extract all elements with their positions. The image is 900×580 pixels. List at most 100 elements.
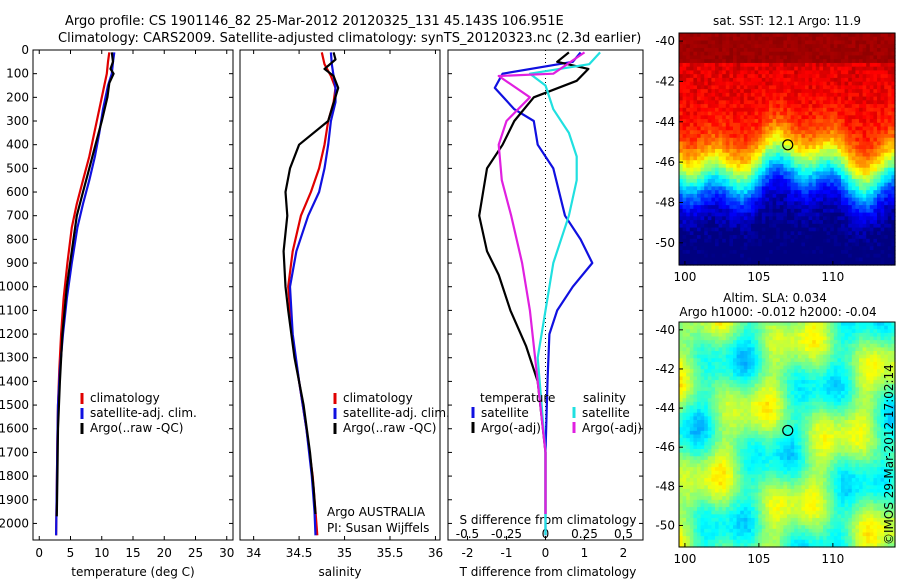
y-tick-label: 1600 [0, 422, 29, 436]
series-line-salinity-argo-adj [497, 51, 586, 514]
y-tick-label: 1800 [0, 469, 29, 483]
map-y-tick-label: -50 [655, 518, 675, 532]
series-line-salinity-satellite [528, 51, 601, 536]
legend-label: satellite [481, 406, 529, 420]
map-x-tick-label: 100 [673, 552, 696, 566]
x-tick-label: 25 [188, 546, 203, 560]
argo-position-marker [782, 424, 794, 437]
map-frame [678, 321, 896, 548]
x-tick-label: 1 [581, 546, 589, 560]
series-line-temperature-satellite [493, 51, 594, 536]
legend-label: Argo(-adj) [582, 421, 642, 435]
x-tick-label: 35 [337, 546, 352, 560]
top-x-tick-label: 0.5 [614, 527, 633, 541]
x-tick-label: 34.5 [286, 546, 313, 560]
salinity-profile-chart: 34 34.5 35 35.5 36 salinity climatologysatelli… [239, 49, 450, 579]
x-tick-label: 15 [125, 546, 140, 560]
map-x-tick-label: 100 [673, 270, 696, 284]
legend-label: climatology [343, 391, 413, 405]
map-y-tick-label: -48 [655, 479, 675, 493]
map-y-tick-label: -42 [655, 362, 675, 376]
legend-label: Argo(..raw -QC) [343, 421, 436, 435]
map-y-tick-label: -46 [655, 155, 675, 169]
legend-label: climatology [90, 391, 160, 405]
y-tick-label: 2000 [0, 516, 29, 530]
top-x-tick-label: 0.25 [571, 527, 598, 541]
map-field [679, 33, 896, 266]
sla-map: 100 105 110 -40 -42 -44 -46 -48 -50 Altim. SLA: 0… [655, 291, 896, 566]
y-tick-label: 1900 [0, 493, 29, 507]
difference-profile-chart: -2 -1 0 1 2-0.5 -0.25 0 0.25 0.5S difference fro… [447, 49, 644, 579]
x-tick-label: 30 [219, 546, 234, 560]
map-field [679, 322, 896, 548]
x-tick-label: 20 [157, 546, 172, 560]
x-axis-label: salinity [318, 565, 361, 579]
legend-label: Argo(..raw -QC) [90, 421, 183, 435]
y-tick-label: 1300 [0, 351, 29, 365]
x-axis-label: T difference from climatology [459, 565, 637, 579]
y-tick-label: 1700 [0, 445, 29, 459]
y-tick-label: 800 [6, 232, 29, 246]
legend-title-temperature: temperature [480, 391, 555, 405]
map-y-tick-label: -46 [655, 440, 675, 454]
legend-label: satellite-adj. clim. [343, 406, 450, 420]
series-line-temperature-argo-adj [478, 51, 590, 514]
x-tick-label: 10 [94, 546, 109, 560]
x-axis-label: temperature (deg C) [71, 565, 194, 579]
map-title-line-2: Argo h1000: -0.012 h2000: -0.04 [679, 305, 876, 319]
header-line-1: Argo profile: CS 1901146_82 25-Mar-2012 … [65, 14, 564, 29]
annotation-pi: PI: Susan Wijffels [327, 521, 429, 535]
plot-frame [239, 49, 441, 541]
x-tick-label: 5 [67, 546, 75, 560]
legend-label: Argo(-adj) [481, 421, 541, 435]
y-tick-label: 1500 [0, 398, 29, 412]
y-tick-label: 100 [6, 67, 29, 81]
x-tick-label: 35.5 [377, 546, 404, 560]
y-tick-label: 400 [6, 138, 29, 152]
y-tick-label: 200 [6, 90, 29, 104]
series-line-argo-raw-qc [282, 52, 340, 515]
y-tick-label: 1100 [0, 303, 29, 317]
x-tick-label: 2 [620, 546, 628, 560]
map-x-tick-label: 110 [821, 552, 844, 566]
map-y-tick-label: -50 [655, 236, 675, 250]
y-tick-label: 300 [6, 114, 29, 128]
x-tick-label: 34 [246, 546, 261, 560]
top-x-axis-label: S difference from climatology [460, 513, 637, 527]
y-tick-label: 1200 [0, 327, 29, 341]
map-y-tick-label: -40 [655, 323, 675, 337]
top-x-tick-label: -0.25 [491, 527, 522, 541]
legend-label: satellite-adj. clim. [90, 406, 197, 420]
temperature-profile-chart: 0 5 10 15 20 25 30 temperature (deg C) climatolo… [0, 43, 234, 579]
map-y-tick-label: -40 [655, 34, 675, 48]
y-tick-label: 500 [6, 161, 29, 175]
map-title: sat. SST: 12.1 Argo: 11.9 [713, 14, 861, 28]
header-line-2: Climatology: CARS2009. Satellite-adjuste… [58, 31, 641, 46]
y-tick-label: 0 [21, 43, 29, 57]
top-x-tick-label: -0.5 [456, 527, 479, 541]
annotation-argo-australia: Argo AUSTRALIA [327, 505, 426, 519]
map-frame [678, 32, 896, 266]
y-tick-label: 1000 [0, 280, 29, 294]
map-y-tick-label: -44 [655, 401, 675, 415]
map-y-tick-label: -44 [655, 115, 675, 129]
legend-title-salinity: salinity [583, 391, 626, 405]
map-x-tick-label: 105 [747, 552, 770, 566]
argo-position-marker [782, 139, 794, 151]
map-x-tick-label: 110 [821, 270, 844, 284]
y-tick-label: 600 [6, 185, 29, 199]
y-tick-label: 900 [6, 256, 29, 270]
map-x-tick-label: 105 [747, 270, 770, 284]
sst-map: 100 105 110 -40 -42 -44 -46 -48 -50 sat. SST: 12.… [655, 14, 896, 284]
map-title-line-1: Altim. SLA: 0.034 [723, 291, 827, 305]
map-y-tick-label: -42 [655, 74, 675, 88]
x-tick-label: -1 [501, 546, 513, 560]
copyright-timestamp: ©IMOS 29-Mar-2012 17:02:14 [882, 364, 896, 545]
series-line-argo-raw-qc [55, 52, 115, 517]
x-tick-label: -2 [462, 546, 474, 560]
legend-label: satellite [582, 406, 630, 420]
x-tick-label: 0 [35, 546, 43, 560]
y-tick-label: 700 [6, 209, 29, 223]
y-tick-label: 1400 [0, 374, 29, 388]
